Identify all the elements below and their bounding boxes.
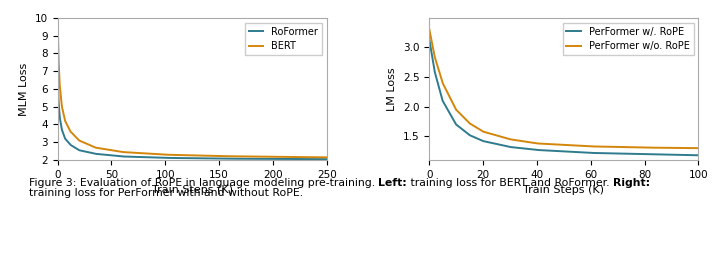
Text: Left:: Left:	[379, 178, 408, 188]
PerFormer w/. RoPE	[534, 149, 542, 152]
PerFormer w/o. RoPE	[610, 145, 618, 148]
RoFormer	[268, 157, 276, 161]
PerFormer w/o. RoPE	[639, 146, 648, 149]
PerFormer w/. RoPE	[635, 152, 644, 155]
BERT	[53, 16, 62, 19]
BERT	[172, 153, 181, 156]
RoFormer	[53, 75, 62, 78]
BERT	[81, 141, 89, 145]
PerFormer w/o. RoPE	[635, 146, 644, 149]
RoFormer	[162, 156, 171, 160]
Y-axis label: MLM Loss: MLM Loss	[19, 62, 30, 116]
PerFormer w/o. RoPE	[534, 142, 542, 145]
RoFormer	[238, 157, 247, 160]
PerFormer w/. RoPE	[544, 149, 552, 152]
Text: training loss for BERT and RoFormer.: training loss for BERT and RoFormer.	[408, 178, 613, 188]
Line: PerFormer w/o. RoPE: PerFormer w/o. RoPE	[429, 28, 698, 148]
Line: PerFormer w/. RoPE: PerFormer w/. RoPE	[429, 39, 698, 155]
PerFormer w/o. RoPE	[544, 142, 552, 146]
PerFormer w/. RoPE	[452, 123, 461, 126]
BERT	[268, 155, 276, 158]
Line: RoFormer: RoFormer	[58, 76, 327, 159]
BERT	[264, 155, 272, 158]
Legend: PerFormer w/. RoPE, PerFormer w/o. RoPE: PerFormer w/. RoPE, PerFormer w/o. RoPE	[562, 23, 693, 55]
RoFormer	[264, 157, 272, 161]
PerFormer w/o. RoPE	[425, 27, 433, 30]
PerFormer w/o. RoPE	[452, 109, 461, 112]
Text: training loss for PerFormer with and without RoPE.: training loss for PerFormer with and wit…	[29, 188, 303, 198]
X-axis label: Train Steps (K): Train Steps (K)	[152, 185, 233, 195]
PerFormer w/. RoPE	[694, 154, 703, 157]
PerFormer w/o. RoPE	[694, 147, 703, 150]
RoFormer	[172, 156, 181, 160]
Text: Figure 3: Evaluation of RoPE in language modeling pre-training.: Figure 3: Evaluation of RoPE in language…	[29, 178, 379, 188]
RoFormer	[81, 150, 89, 153]
PerFormer w/. RoPE	[639, 153, 648, 156]
Line: BERT: BERT	[58, 18, 327, 157]
PerFormer w/. RoPE	[425, 37, 433, 40]
BERT	[323, 156, 331, 159]
Y-axis label: LM Loss: LM Loss	[387, 67, 397, 111]
X-axis label: Train Steps (K): Train Steps (K)	[523, 185, 604, 195]
Legend: RoFormer, BERT: RoFormer, BERT	[245, 23, 322, 55]
RoFormer	[323, 157, 331, 161]
BERT	[238, 155, 247, 158]
Text: Right:: Right:	[613, 178, 650, 188]
PerFormer w/. RoPE	[610, 152, 618, 155]
BERT	[162, 153, 171, 156]
